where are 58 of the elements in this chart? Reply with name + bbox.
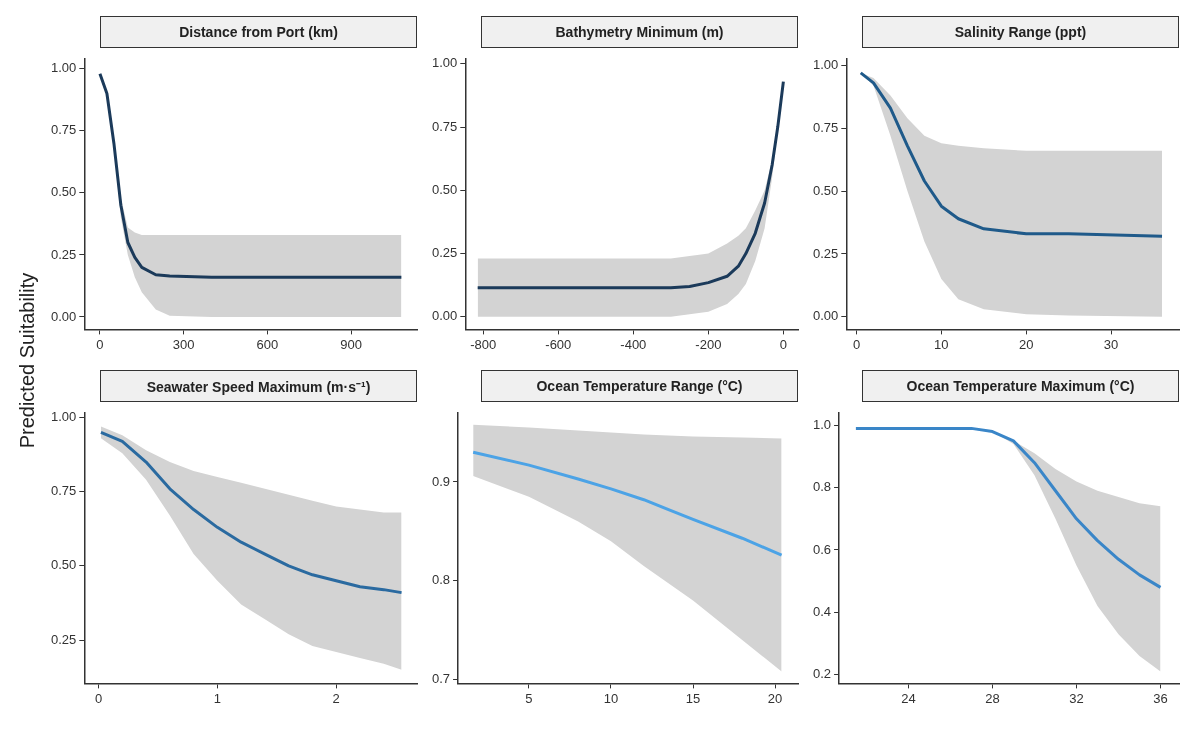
y-tick-label: 1.00 (50, 409, 77, 425)
y-tick-label: 0.25 (50, 631, 77, 647)
x-tick-label: 5 (525, 690, 533, 706)
chart-title: Ocean Temperature Range (°C) (481, 370, 798, 402)
y-tick-label: 0.25 (431, 245, 458, 261)
y-tick-label: 1.00 (812, 56, 839, 72)
y-tick-label: 0.8 (431, 572, 451, 588)
x-tick-label: 900 (340, 336, 362, 352)
y-tick-label: 0.75 (812, 119, 839, 135)
x-tick-label: 0 (779, 336, 787, 352)
x-tick-label: -200 (695, 336, 722, 352)
y-tick-label: 1.00 (431, 55, 458, 71)
chart-title: Distance from Port (km) (100, 16, 417, 48)
x-tick-label: 30 (1103, 336, 1119, 352)
x-tick-label: 10 (603, 690, 619, 706)
y-tick-label: 0.75 (50, 122, 77, 138)
y-tick-label: 0.00 (812, 308, 839, 324)
x-tick-label: 20 (1019, 336, 1034, 352)
x-tick-label: 32 (1069, 690, 1084, 706)
y-tick-label: 0.50 (50, 557, 77, 573)
x-tick-label: 0 (96, 336, 104, 352)
y-tick-label: 0.7 (431, 671, 451, 687)
y-tick-label: 0.00 (50, 308, 77, 324)
y-tick-label: 0.50 (812, 182, 839, 198)
y-tick-label: 0.25 (812, 245, 839, 261)
x-tick-label: 0 (94, 690, 103, 706)
x-tick-label: 15 (685, 690, 701, 706)
x-tick-label: -400 (620, 336, 647, 352)
y-tick-label: 0.25 (50, 246, 77, 262)
chart-title: Ocean Temperature Maximum (°C) (862, 370, 1179, 402)
y-tick-label: 0.75 (431, 118, 458, 134)
chart-title: Salinity Range (ppt) (862, 16, 1179, 48)
x-tick-label: -600 (545, 336, 572, 352)
y-tick-label: 0.4 (812, 603, 832, 619)
y-tick-label: 0.6 (812, 541, 832, 557)
x-tick-label: 24 (901, 690, 916, 706)
x-tick-label: 0 (852, 336, 861, 352)
x-tick-label: 1 (213, 690, 221, 706)
chart-title: Bathymetry Minimum (m) (481, 16, 798, 48)
y-tick-label: 0.75 (50, 483, 77, 499)
y-tick-label: 1.0 (812, 416, 832, 432)
x-tick-label: 20 (767, 690, 783, 706)
y-tick-label: 0.8 (812, 479, 832, 495)
y-axis-title: Predicted Suitability (16, 272, 40, 448)
x-tick-label: 300 (172, 336, 195, 352)
x-tick-label: 600 (256, 336, 279, 352)
x-tick-label: 10 (934, 336, 949, 352)
chart-title: Seawater Speed Maximum (m·s⁻¹) (100, 370, 417, 402)
x-tick-label: 36 (1153, 690, 1168, 706)
y-tick-label: 1.00 (50, 60, 77, 76)
y-tick-label: 0.00 (431, 308, 458, 324)
y-tick-label: 0.50 (431, 181, 458, 197)
y-tick-label: 0.50 (50, 184, 77, 200)
x-tick-label: 2 (332, 690, 340, 706)
y-tick-label: 0.9 (431, 473, 451, 489)
x-tick-label: -800 (470, 336, 497, 352)
x-tick-label: 28 (985, 690, 1000, 706)
y-tick-label: 0.2 (812, 666, 832, 682)
